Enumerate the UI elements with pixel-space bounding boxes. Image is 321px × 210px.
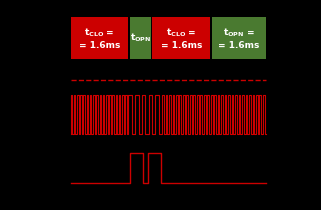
FancyBboxPatch shape — [71, 17, 128, 59]
Text: t$_{\mathbf{OPN}}$ =
= 1.6ms: t$_{\mathbf{OPN}}$ = = 1.6ms — [219, 26, 260, 50]
Text: t$_{\mathbf{CLO}}$ =
= 1.6ms: t$_{\mathbf{CLO}}$ = = 1.6ms — [79, 26, 120, 50]
Text: t$_{\mathbf{OPN}}$: t$_{\mathbf{OPN}}$ — [130, 32, 151, 44]
FancyBboxPatch shape — [130, 17, 151, 59]
FancyBboxPatch shape — [152, 17, 210, 59]
Text: t$_{\mathbf{CLO}}$ =
= 1.6ms: t$_{\mathbf{CLO}}$ = = 1.6ms — [161, 26, 202, 50]
FancyBboxPatch shape — [212, 17, 266, 59]
